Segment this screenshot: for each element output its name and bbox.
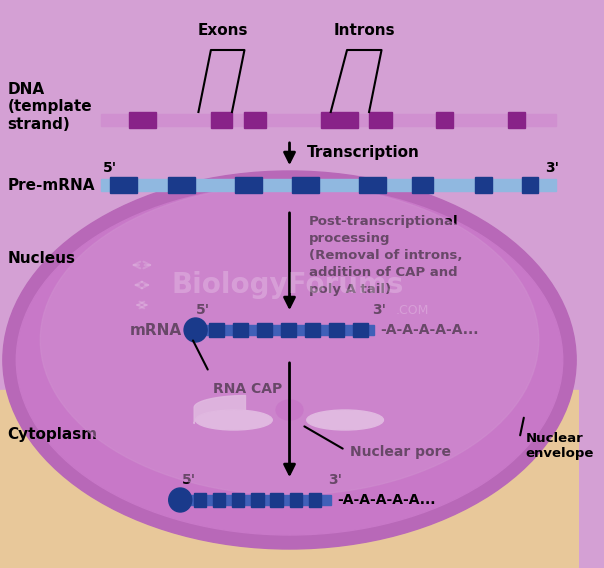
Bar <box>329 323 344 337</box>
Bar <box>101 114 556 126</box>
Text: Pre-mRNA: Pre-mRNA <box>8 178 95 193</box>
Bar <box>213 493 225 507</box>
Ellipse shape <box>196 410 272 430</box>
Circle shape <box>169 488 191 512</box>
Bar <box>281 323 296 337</box>
Bar <box>305 323 320 337</box>
Bar <box>508 112 525 128</box>
Text: Nucleus: Nucleus <box>8 250 76 265</box>
Text: 5': 5' <box>103 161 117 175</box>
Bar <box>111 177 137 193</box>
Text: 3': 3' <box>545 161 559 175</box>
Bar <box>233 323 248 337</box>
Text: RNA CAP: RNA CAP <box>213 382 282 396</box>
Ellipse shape <box>16 185 563 535</box>
Bar <box>257 323 272 337</box>
Bar <box>309 493 321 507</box>
Bar <box>182 495 331 505</box>
Text: Exons: Exons <box>197 23 248 38</box>
Text: Introns: Introns <box>333 23 395 38</box>
Bar <box>232 493 245 507</box>
Bar <box>245 112 266 128</box>
Text: DNA
(template
strand): DNA (template strand) <box>8 82 92 132</box>
Bar <box>0 390 579 568</box>
Text: 3': 3' <box>329 473 342 487</box>
Text: Post-transcriptional
processing
(Removal of introns,
addition of CAP and
poly A : Post-transcriptional processing (Removal… <box>309 215 462 296</box>
Text: mRNA: mRNA <box>130 323 182 337</box>
Bar <box>436 112 454 128</box>
Bar <box>369 112 392 128</box>
Bar <box>359 177 387 193</box>
Bar <box>522 177 538 193</box>
Bar <box>194 493 206 507</box>
Text: .COM: .COM <box>396 303 429 316</box>
Ellipse shape <box>40 185 539 495</box>
Text: Nuclear pore: Nuclear pore <box>350 445 451 459</box>
Ellipse shape <box>276 400 303 420</box>
Bar <box>251 493 263 507</box>
Bar <box>271 493 283 507</box>
Text: 5': 5' <box>182 473 196 487</box>
Text: 5': 5' <box>196 303 210 317</box>
Bar <box>101 179 556 191</box>
Text: Transcription: Transcription <box>307 144 420 160</box>
Circle shape <box>184 318 207 342</box>
Text: 3': 3' <box>371 303 386 317</box>
Bar <box>209 323 224 337</box>
Text: -A-A-A-A-A...: -A-A-A-A-A... <box>338 493 436 507</box>
Bar <box>289 493 302 507</box>
Bar <box>353 323 368 337</box>
Text: Cytoplasm: Cytoplasm <box>8 428 98 442</box>
Bar <box>475 177 492 193</box>
Text: BiologyForums: BiologyForums <box>172 271 404 299</box>
Text: -A-A-A-A-A...: -A-A-A-A-A... <box>381 323 479 337</box>
Bar <box>211 112 232 128</box>
Bar <box>196 325 374 335</box>
Bar <box>321 112 358 128</box>
Ellipse shape <box>307 410 384 430</box>
Bar <box>412 177 433 193</box>
Text: Nuclear
envelope: Nuclear envelope <box>525 432 594 460</box>
Ellipse shape <box>3 171 576 549</box>
Bar <box>235 177 262 193</box>
Bar <box>129 112 156 128</box>
Bar <box>292 177 320 193</box>
Bar <box>168 177 194 193</box>
